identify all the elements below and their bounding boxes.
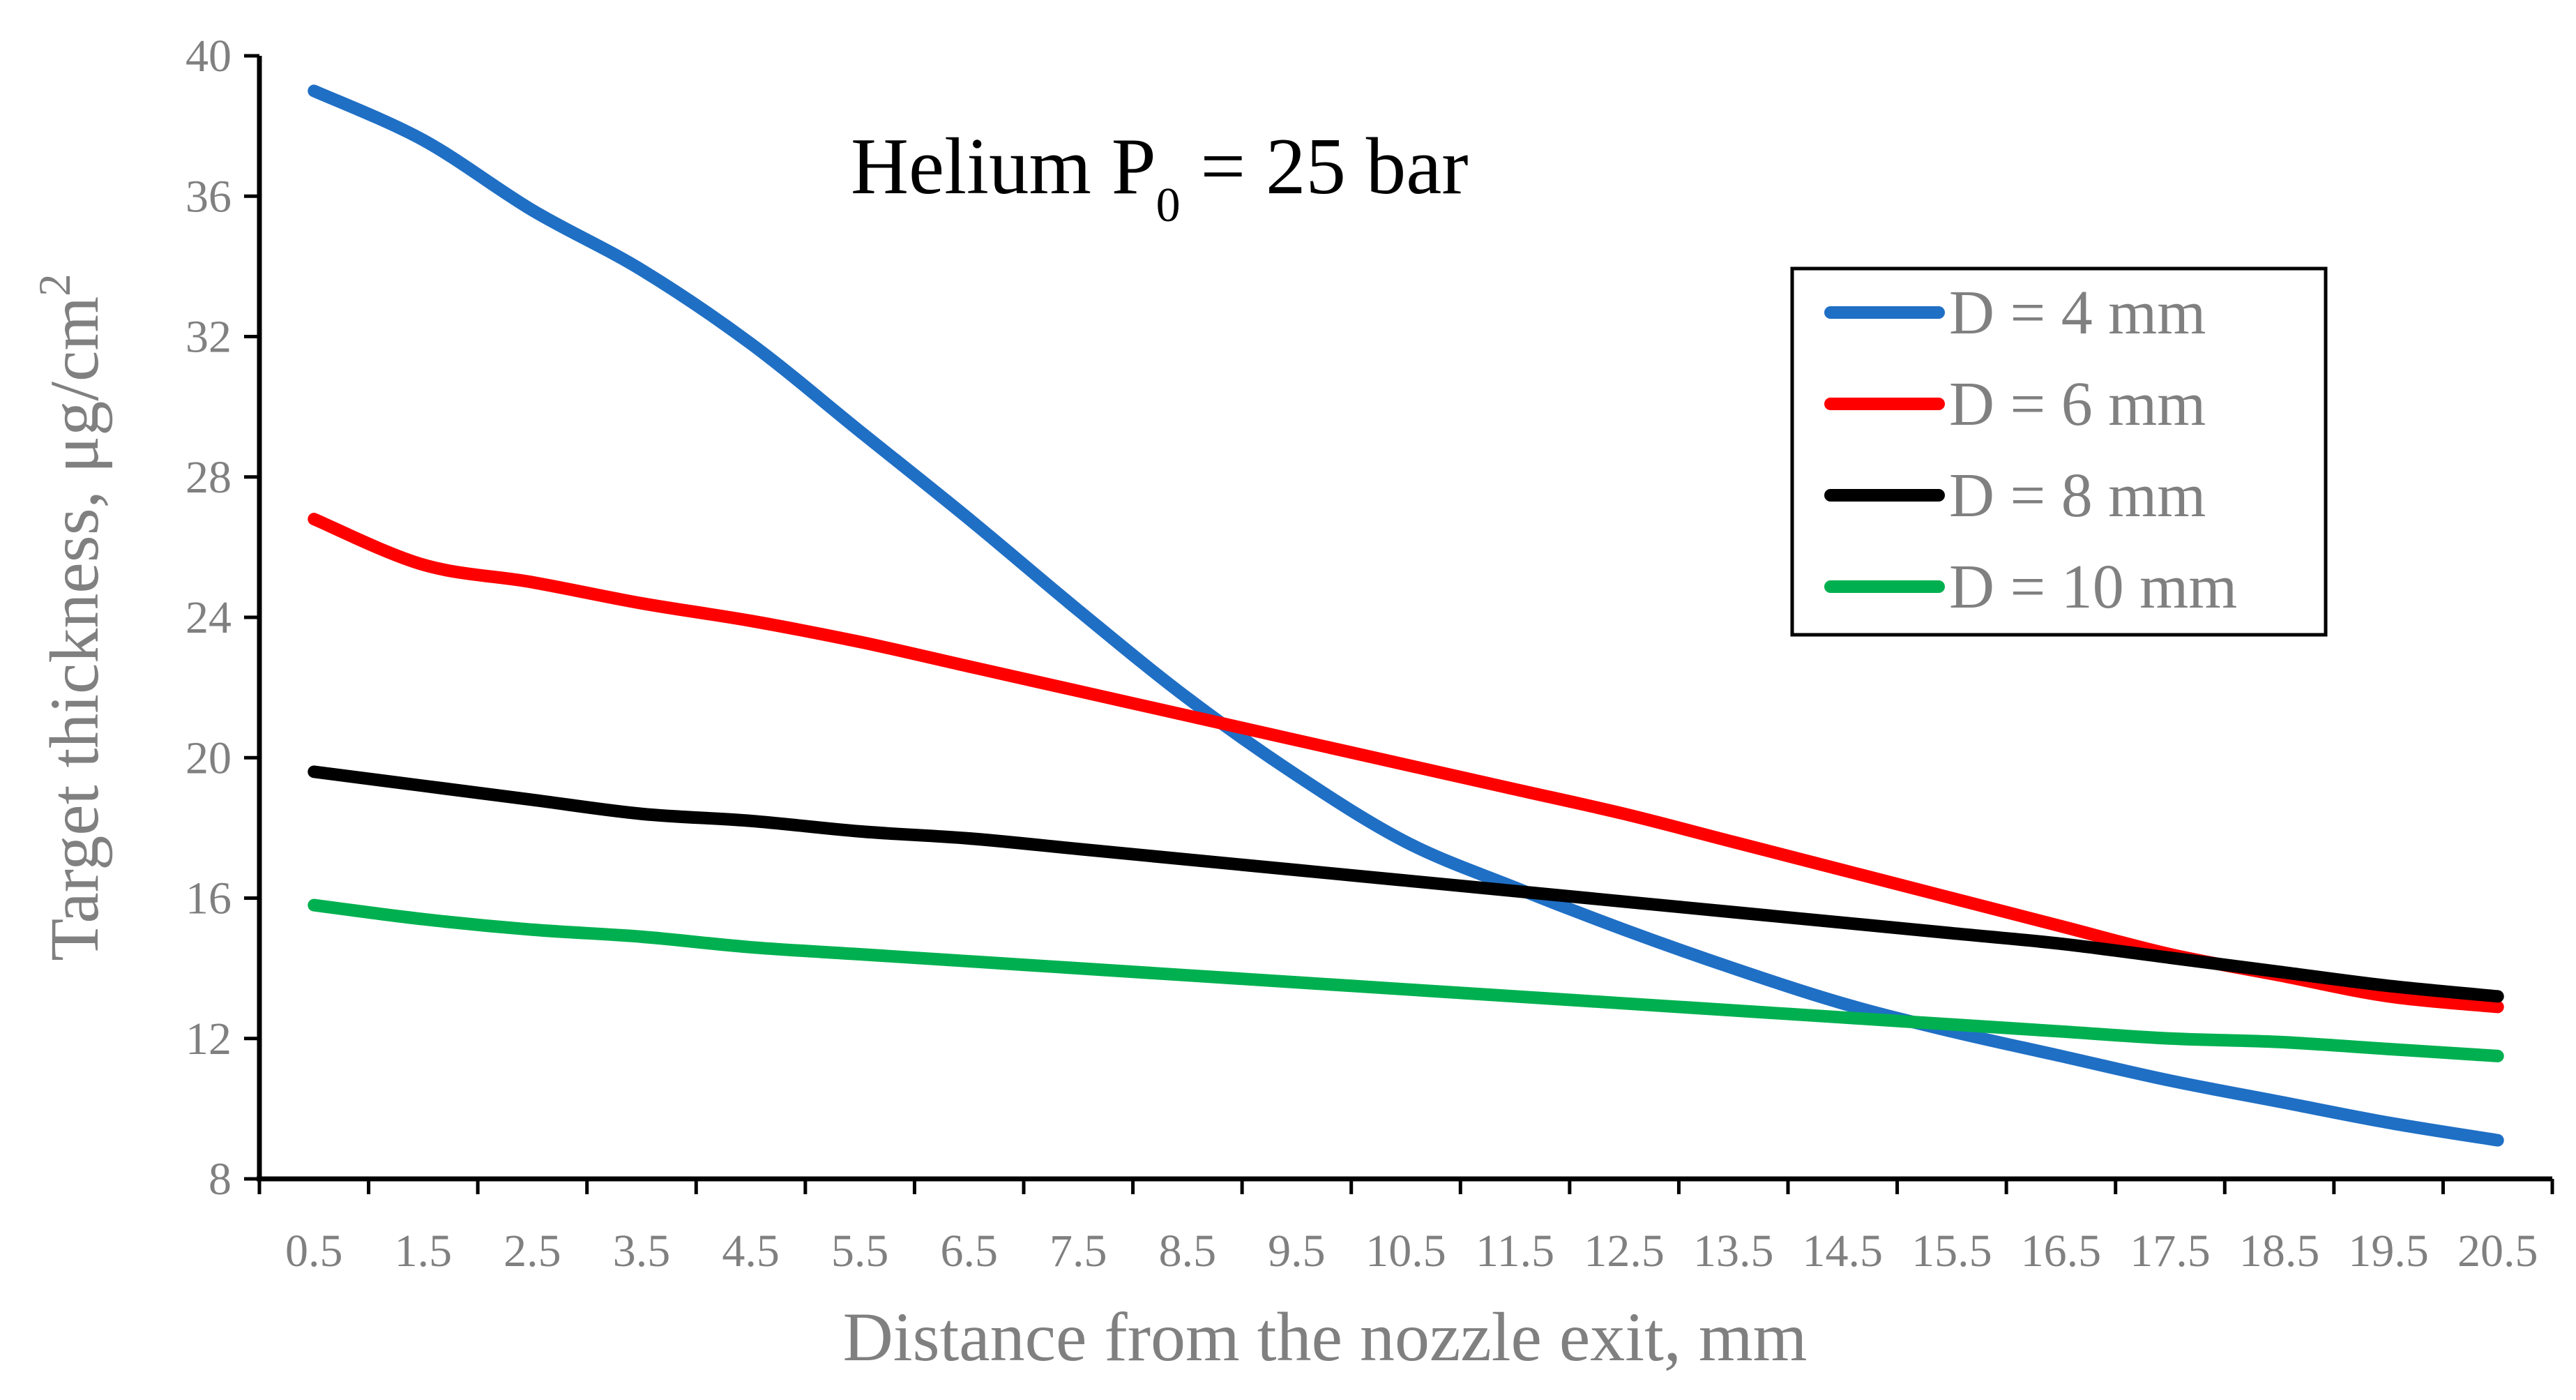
legend-label: D = 4 mm (1949, 278, 2206, 347)
y-tick-label: 24 (185, 592, 232, 643)
x-tick-label: 12.5 (1584, 1226, 1665, 1277)
y-axis-title-superscript: 2 (30, 273, 80, 296)
x-tick-label: 6.5 (940, 1226, 998, 1277)
y-tick-label: 12 (185, 1014, 232, 1064)
x-tick-label: 20.5 (2457, 1226, 2538, 1277)
legend-label: D = 6 mm (1949, 370, 2206, 439)
x-axis-title: Distance from the nozzle exit, mm (843, 1298, 1808, 1376)
legend: D = 4 mm D = 6 mm D = 8 mm D = 10 mm (1790, 266, 2328, 637)
legend-box (1790, 266, 2328, 637)
x-tick-label: 0.5 (285, 1226, 343, 1277)
x-tick-label: 17.5 (2130, 1226, 2211, 1277)
x-tick-label: 1.5 (395, 1226, 453, 1277)
y-tick-label: 8 (209, 1154, 232, 1205)
series-line-3 (308, 765, 2504, 1003)
legend-label: D = 8 mm (1949, 461, 2206, 530)
x-tick-label: 5.5 (831, 1226, 889, 1277)
chart-title-subscript: 0 (1156, 179, 1181, 232)
legend-label: D = 10 mm (1949, 552, 2237, 622)
series-lines (308, 84, 2504, 1147)
series-line-1 (308, 84, 2504, 1147)
x-tick-label: 19.5 (2348, 1226, 2429, 1277)
y-axis-title-main: Target thickness, μg/cm (36, 296, 113, 961)
y-tick-label: 20 (185, 732, 232, 783)
x-tick-label: 13.5 (1693, 1226, 1774, 1277)
y-tick-label: 36 (185, 171, 232, 222)
x-tick-label: 4.5 (722, 1226, 780, 1277)
x-tick-label: 16.5 (2021, 1226, 2102, 1277)
y-tick-label: 40 (185, 31, 232, 82)
y-tick-label: 32 (185, 312, 232, 363)
x-tick-label: 8.5 (1159, 1226, 1217, 1277)
x-tick-label: 15.5 (1911, 1226, 1992, 1277)
x-tick-label: 7.5 (1050, 1226, 1107, 1277)
x-tick-label: 2.5 (503, 1226, 561, 1277)
y-axis-ticks: 8 12 16 20 24 28 32 36 40 (185, 31, 259, 1205)
chart-title-suffix: = 25 bar (1181, 122, 1469, 211)
series-line-4 (308, 898, 2504, 1062)
chart-title-main: Helium P (851, 122, 1156, 211)
legend-items: D = 4 mm D = 6 mm D = 8 mm D = 10 mm (1824, 278, 2237, 622)
chart-title: Helium P0 = 25 bar (851, 122, 1469, 232)
y-tick-label: 16 (185, 873, 232, 924)
x-tick-label: 11.5 (1476, 1226, 1554, 1277)
y-tick-label: 28 (185, 452, 232, 503)
x-tick-label: 3.5 (613, 1226, 671, 1277)
x-axis-ticks: 0.5 1.5 2.5 3.5 4.5 5.5 6.5 7.5 8.5 9.5 10.5 11.5 12… (257, 1179, 2554, 1277)
x-tick-label: 18.5 (2239, 1226, 2320, 1277)
x-tick-label: 9.5 (1268, 1226, 1326, 1277)
x-tick-label: 10.5 (1365, 1226, 1446, 1277)
y-axis-title: Target thickness, μg/cm2 (30, 273, 113, 961)
series-line-2 (308, 513, 2504, 1014)
x-tick-label: 14.5 (1803, 1226, 1884, 1277)
